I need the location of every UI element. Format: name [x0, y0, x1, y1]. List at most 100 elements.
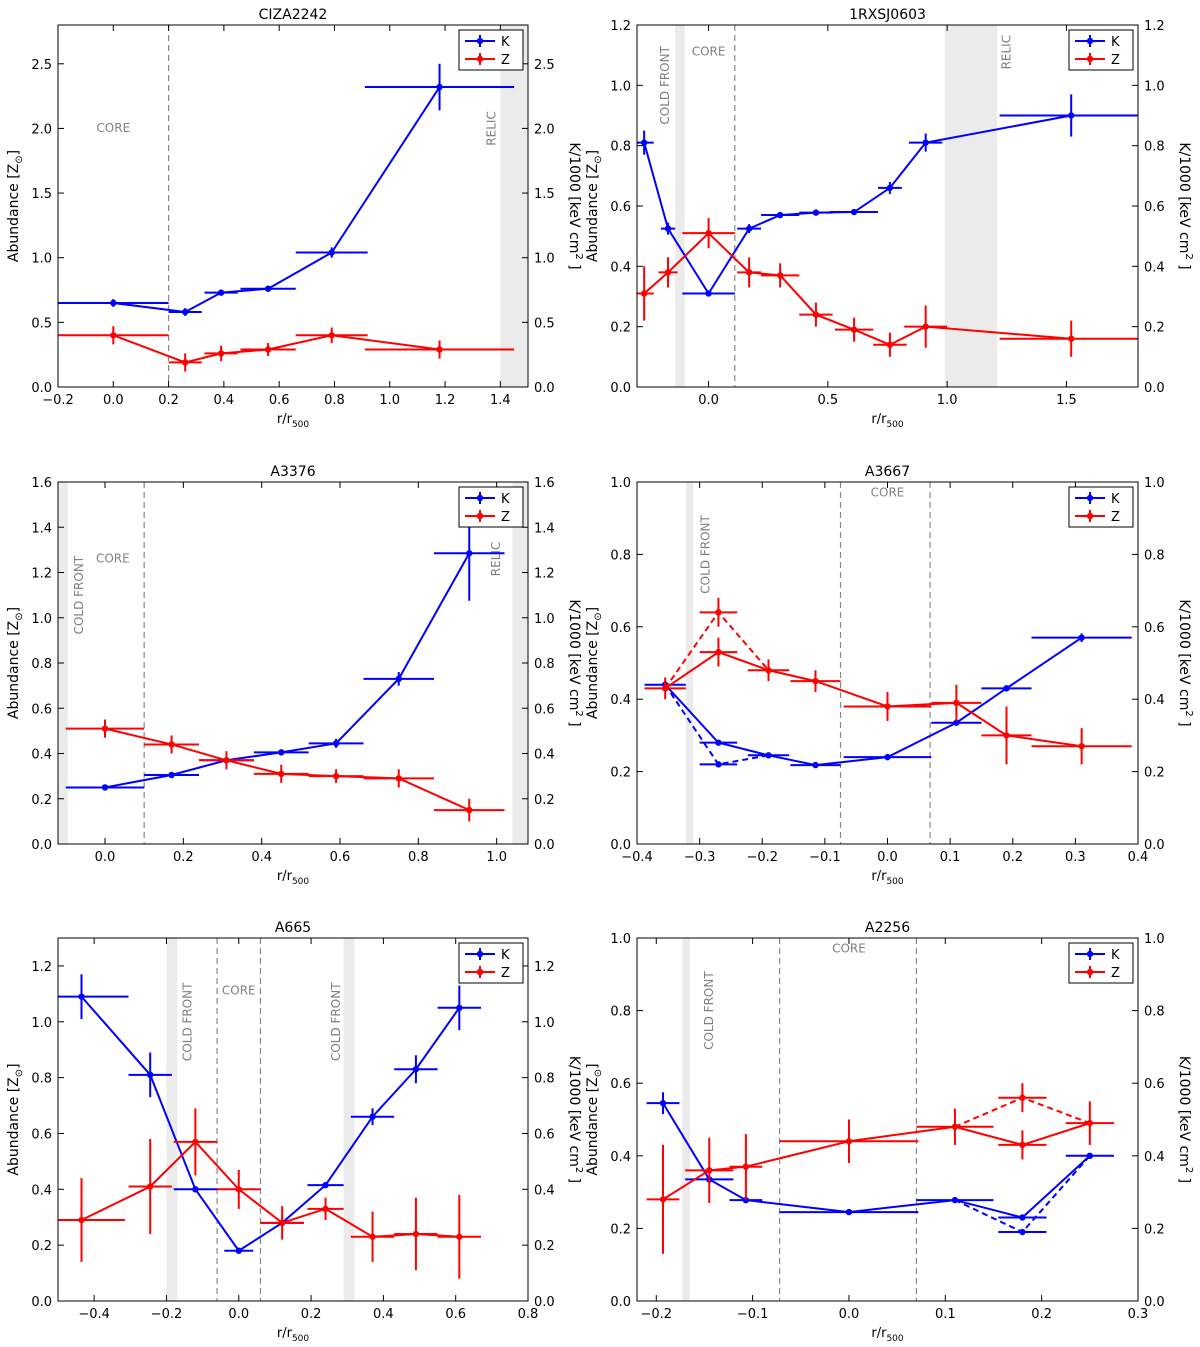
data-point	[395, 775, 402, 782]
data-point	[168, 741, 175, 748]
chart-title: A3667	[865, 464, 910, 480]
y-tick-label: 0.8	[610, 140, 631, 155]
panel-3: COLD FRONT CORE −0.4 −0.3 −0.2 −0.1 0.0 0.1 0.2 0…	[585, 464, 1194, 887]
data-point	[168, 771, 175, 779]
y2-axis-label-end: ]	[1176, 1173, 1192, 1183]
data-point	[922, 139, 929, 146]
series-z	[644, 637, 1132, 765]
plot-frame	[636, 24, 1139, 388]
data-point	[217, 350, 225, 357]
y2-tick-label: 0.6	[534, 1127, 555, 1142]
y-tick-label: 1.0	[610, 476, 631, 491]
annotation-label: COLD FRONT	[698, 514, 712, 593]
x-tick-label: 0.2	[1002, 850, 1023, 865]
x-tick-label: 0.2	[173, 850, 194, 865]
x-axis-label: r/r500	[871, 1326, 904, 1344]
data-point	[659, 1196, 667, 1203]
legend-label: K	[1111, 35, 1120, 50]
series-k-dashed-	[954, 1155, 1091, 1236]
y-tick-label: 0.4	[610, 260, 631, 275]
y2-tick-label: 2.0	[534, 122, 555, 137]
y2-axis-label-sup: 2	[1183, 253, 1194, 259]
y-tick-label: 0.6	[610, 1077, 631, 1092]
x-tick-label: 0.8	[518, 1307, 539, 1322]
y2-axis-label-main: K/1000 [keV cm	[1176, 142, 1192, 253]
series-line	[664, 651, 1082, 748]
x-axis-label-sub: 500	[886, 877, 903, 887]
y2-axis-label: K/1000 [keV cm2 ]	[566, 599, 584, 726]
series-z-dashed-	[664, 597, 770, 689]
legend-label: Z	[1111, 53, 1120, 68]
x-tick-label: 0.4	[1128, 850, 1149, 865]
data-point	[181, 308, 189, 316]
annotation-label: COLD FRONT	[329, 982, 343, 1061]
annotation-label: COLD FRONT	[72, 555, 86, 634]
x-tick-label: 0.2	[158, 393, 179, 408]
data-point	[812, 761, 819, 769]
data-point	[886, 184, 894, 192]
x-axis-label-sub: 500	[886, 420, 903, 430]
y-axis-label-main: Abundance [Z	[6, 621, 22, 719]
annotation-label: COLD FRONT	[658, 45, 672, 124]
y2-tick-label: 0.8	[534, 657, 555, 672]
y2-tick-label: 0.4	[534, 748, 555, 763]
x-axis-label-main: r/r	[277, 1326, 293, 1341]
annotation-label: COLD FRONT	[181, 982, 195, 1061]
data-point	[192, 1186, 199, 1193]
y-tick-label: 0.2	[610, 321, 631, 336]
data-point	[181, 359, 189, 366]
data-point	[1068, 112, 1075, 119]
legend-label: K	[501, 492, 510, 507]
y-axis-label-end: ]	[585, 1063, 601, 1068]
y2-tick-label: 0.0	[534, 838, 555, 853]
data-point	[845, 1208, 853, 1216]
plot-area: COLD FRONT CORE RELIC	[637, 25, 1138, 387]
legend: KZ	[1068, 486, 1134, 528]
legend-label: Z	[501, 53, 510, 68]
x-tick-label: 0.8	[324, 393, 345, 408]
y-tick-label: 1.0	[31, 1016, 52, 1031]
y2-axis-label-sup: 2	[573, 1167, 584, 1173]
y-tick-label: 1.0	[31, 612, 52, 627]
y-axis-label-end: ]	[585, 150, 601, 155]
legend-marker	[1086, 968, 1094, 976]
y-axis-label-end: ]	[6, 1063, 22, 1068]
y2-tick-label: 0.6	[1144, 1077, 1165, 1092]
data-point	[328, 332, 335, 339]
x-tick-label: 0.0	[103, 393, 124, 408]
x-tick-label: 1.2	[435, 393, 456, 408]
y-tick-label: 0.4	[31, 1183, 52, 1198]
data-point	[146, 1071, 154, 1079]
y2-tick-label: 0.0	[534, 1295, 555, 1310]
y-axis-label: Abundance [Z⊙]	[585, 150, 604, 262]
y2-axis-label-sup: 2	[573, 710, 584, 716]
legend-label: K	[501, 35, 510, 50]
data-point	[78, 1216, 85, 1224]
panel-2: COLD FRONT CORE RELIC 0.0 0.2 0.4 0.6 0.8 1.0 0.0…	[6, 464, 584, 887]
shaded-region	[343, 938, 355, 1301]
data-point	[812, 677, 819, 685]
x-tick-label: 0.4	[214, 393, 235, 408]
legend: KZ	[1068, 942, 1134, 984]
data-point	[765, 667, 772, 674]
y2-tick-label: 1.0	[1144, 79, 1165, 94]
legend-marker	[1086, 55, 1094, 63]
x-axis-label-sub: 500	[886, 1334, 903, 1344]
y-tick-label: 0.8	[31, 1072, 52, 1087]
x-tick-label: 0.0	[698, 393, 719, 408]
y-tick-label: 0.2	[610, 766, 631, 781]
legend-box	[458, 486, 524, 528]
x-tick-label: 0.1	[935, 1307, 956, 1322]
data-point	[223, 757, 230, 764]
data-point	[705, 229, 712, 237]
y2-tick-label: 1.0	[534, 612, 555, 627]
data-point	[706, 1167, 713, 1174]
annotation-label: CORE	[222, 984, 256, 998]
data-point	[953, 719, 960, 726]
x-tick-label: 1.4	[490, 393, 511, 408]
y-tick-label: 1.6	[31, 476, 52, 491]
y-tick-label: 0.0	[31, 1295, 52, 1310]
data-point	[278, 770, 285, 778]
y-tick-label: 1.0	[610, 932, 631, 947]
y2-tick-label: 0.4	[1144, 1150, 1165, 1165]
